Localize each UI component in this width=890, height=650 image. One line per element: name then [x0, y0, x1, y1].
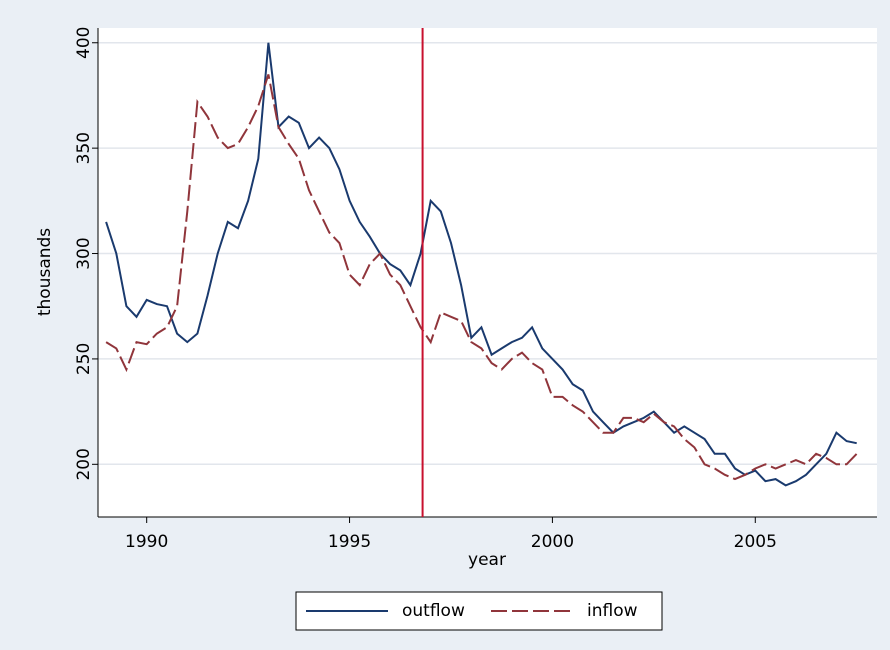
y-tick-label: 350: [74, 132, 94, 164]
plot-area: [98, 28, 877, 517]
series-line: [105, 74, 858, 481]
x-tick-label: 2000: [531, 532, 574, 552]
y-tick-label: 300: [74, 237, 94, 269]
y-axis-title: thousands: [35, 228, 55, 316]
y-tick-label: 200: [74, 448, 94, 480]
x-axis-title: year: [468, 550, 506, 570]
x-tick-label: 1990: [125, 532, 168, 552]
legend-label: inflow: [587, 601, 638, 621]
y-tick-label: 250: [74, 343, 94, 375]
legend-label: outflow: [402, 601, 465, 621]
x-tick-label: 1995: [328, 532, 371, 552]
series-line: [105, 42, 857, 487]
x-tick-label: 2005: [734, 532, 777, 552]
y-tick-label: 400: [74, 27, 94, 59]
